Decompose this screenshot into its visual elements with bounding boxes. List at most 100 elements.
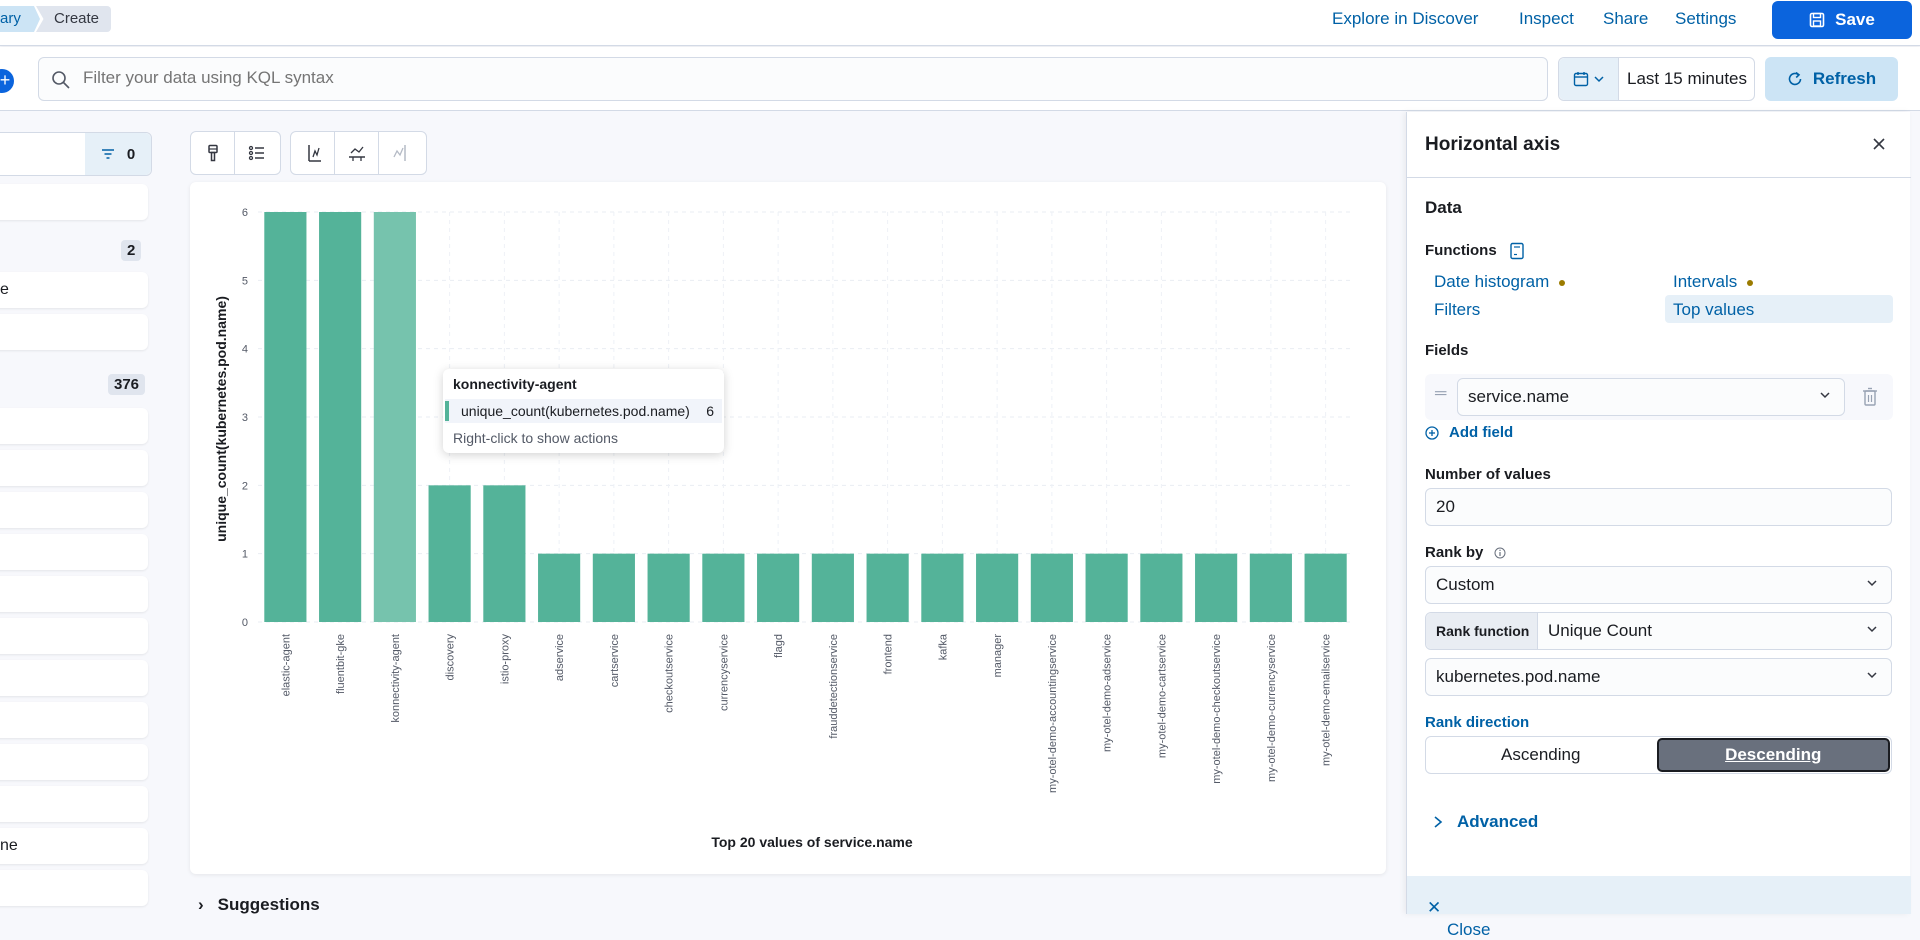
drag-handle-icon[interactable]: ═ <box>1435 385 1447 402</box>
rank-function-value: Unique Count <box>1548 621 1652 640</box>
rank-by-select[interactable]: Custom <box>1425 566 1892 604</box>
bar-my-otel-demo-adservice[interactable] <box>1085 553 1128 622</box>
bar-currencyservice[interactable] <box>702 553 745 622</box>
visual-options-button[interactable] <box>191 132 235 174</box>
field-item[interactable] <box>0 870 148 906</box>
suggestions-toggle[interactable]: › Suggestions <box>198 895 320 915</box>
field-item[interactable] <box>0 702 148 738</box>
y-axis-ticks: 0 1 2 3 4 5 6 <box>242 207 248 629</box>
x-tick-label: manager <box>992 634 1004 678</box>
y-tick-label: 1 <box>242 549 248 561</box>
function-intervals[interactable]: Intervals <box>1673 272 1754 292</box>
field-select[interactable]: service.name <box>1457 378 1845 416</box>
field-filter-button[interactable]: 0 <box>85 133 151 175</box>
inspect-link[interactable]: Inspect <box>1519 9 1574 28</box>
bar-adservice[interactable] <box>538 553 581 622</box>
settings-link[interactable]: Settings <box>1675 9 1737 28</box>
bar-chart[interactable]: 0 1 2 3 4 5 6 elastic-agent fluentbit-gke konnec… <box>190 182 1386 874</box>
trash-icon[interactable] <box>1861 387 1879 407</box>
field-item[interactable] <box>0 744 148 780</box>
documentation-icon[interactable] <box>1509 242 1525 260</box>
field-item[interactable]: e <box>0 272 148 308</box>
bar-cartservice[interactable] <box>592 553 635 622</box>
time-range-label[interactable]: Last 15 minutes <box>1627 69 1748 88</box>
x-tick-label: my-otel-demo-accountingservice <box>1047 634 1059 793</box>
explore-in-discover-link[interactable]: Explore in Discover <box>1332 9 1479 28</box>
bar-my-otel-demo-currencyservice[interactable] <box>1249 553 1292 622</box>
number-of-values-input[interactable] <box>1425 488 1892 526</box>
share-link[interactable]: Share <box>1603 9 1649 28</box>
breadcrumb-visualize-library[interactable]: ary <box>0 6 40 32</box>
bar-kafka[interactable] <box>921 553 964 622</box>
date-picker[interactable]: Last 15 minutes <box>1558 57 1755 101</box>
field-item[interactable] <box>0 492 148 528</box>
bar-discovery[interactable] <box>428 485 471 622</box>
quick-menu-button[interactable] <box>1559 58 1619 100</box>
field-item-label: e <box>0 281 9 298</box>
bar-frontend[interactable] <box>866 553 909 622</box>
add-filter-button[interactable]: + <box>0 69 14 93</box>
calendar-icon <box>1573 72 1588 87</box>
save-button[interactable]: Save <box>1772 1 1912 39</box>
field-item[interactable] <box>0 786 148 822</box>
field-search-input[interactable]: 0 <box>0 132 152 176</box>
add-field-label: Add field <box>1449 424 1514 441</box>
bar-konnectivity-agent[interactable] <box>373 212 416 622</box>
field-item[interactable]: ne <box>0 828 148 864</box>
function-filters[interactable]: Filters <box>1434 300 1481 319</box>
group-count-badge: 376 <box>108 374 146 395</box>
flyout-close-button[interactable] <box>1867 132 1891 156</box>
chevron-right-icon: › <box>198 895 204 914</box>
refresh-icon <box>1788 71 1802 86</box>
ascending-option[interactable]: Ascending <box>1501 745 1581 764</box>
chevron-down-icon <box>1593 76 1604 83</box>
kql-input[interactable] <box>83 68 1483 88</box>
function-top-values[interactable]: Top values <box>1673 300 1755 319</box>
field-item[interactable] <box>0 184 148 220</box>
add-field-button[interactable]: Add field <box>1425 424 1513 441</box>
bar-checkoutservice[interactable] <box>647 553 690 622</box>
field-item[interactable] <box>0 618 148 654</box>
bar-my-otel-demo-cartservice[interactable] <box>1140 553 1183 622</box>
field-row: ═ service.name <box>1425 374 1893 420</box>
legend-options-button[interactable] <box>235 132 279 174</box>
bar-flagd[interactable] <box>757 553 800 622</box>
footer-close-button[interactable]: ✕ Close <box>1427 898 1491 939</box>
flyout-footer: ✕ Close <box>1407 876 1911 939</box>
field-item[interactable] <box>0 450 148 486</box>
field-select-value: service.name <box>1468 387 1570 406</box>
tooltip-hint: Right-click to show actions <box>453 430 618 446</box>
refresh-button[interactable]: Refresh <box>1765 57 1898 101</box>
x-tick-label: my-otel-demo-cartservice <box>1156 634 1168 758</box>
field-item[interactable] <box>0 314 148 350</box>
descending-option[interactable]: Descending <box>1656 738 1890 772</box>
bottom-axis-button[interactable] <box>335 132 379 174</box>
bar-manager[interactable] <box>976 553 1019 622</box>
x-tick-label: frauddetectionservice <box>828 634 840 739</box>
rank-field-select[interactable]: kubernetes.pod.name <box>1425 658 1892 696</box>
info-icon[interactable] <box>1494 547 1506 559</box>
bar-istio-proxy[interactable] <box>483 485 526 622</box>
field-item[interactable] <box>0 408 148 444</box>
y-tick-label: 2 <box>242 480 248 492</box>
field-item[interactable] <box>0 534 148 570</box>
x-tick-label: my-otel-demo-checkoutservice <box>1211 634 1223 784</box>
kql-search-box[interactable] <box>38 57 1548 101</box>
bar-my-otel-demo-checkoutservice[interactable] <box>1195 553 1238 622</box>
y-tick-label: 5 <box>242 275 248 287</box>
bar-my-otel-demo-accountingservice[interactable] <box>1030 553 1073 622</box>
advanced-toggle[interactable]: Advanced <box>1433 812 1538 832</box>
bar-fluentbit-gke[interactable] <box>319 212 362 622</box>
field-item[interactable] <box>0 576 148 612</box>
incompatible-dot <box>1559 279 1566 286</box>
bar-frauddetectionservice[interactable] <box>811 553 854 622</box>
left-axis-button[interactable] <box>291 132 335 174</box>
field-item[interactable] <box>0 660 148 696</box>
bar-my-otel-demo-emailservice[interactable] <box>1304 553 1347 622</box>
function-date-histogram[interactable]: Date histogram <box>1434 272 1566 292</box>
right-axis-icon <box>393 145 406 161</box>
bar-elastic-agent[interactable] <box>264 212 307 622</box>
chart-bars[interactable] <box>264 212 1347 622</box>
rank-function-select[interactable]: Rank function Unique Count <box>1425 612 1892 650</box>
rank-direction-label: Rank direction <box>1425 714 1530 731</box>
